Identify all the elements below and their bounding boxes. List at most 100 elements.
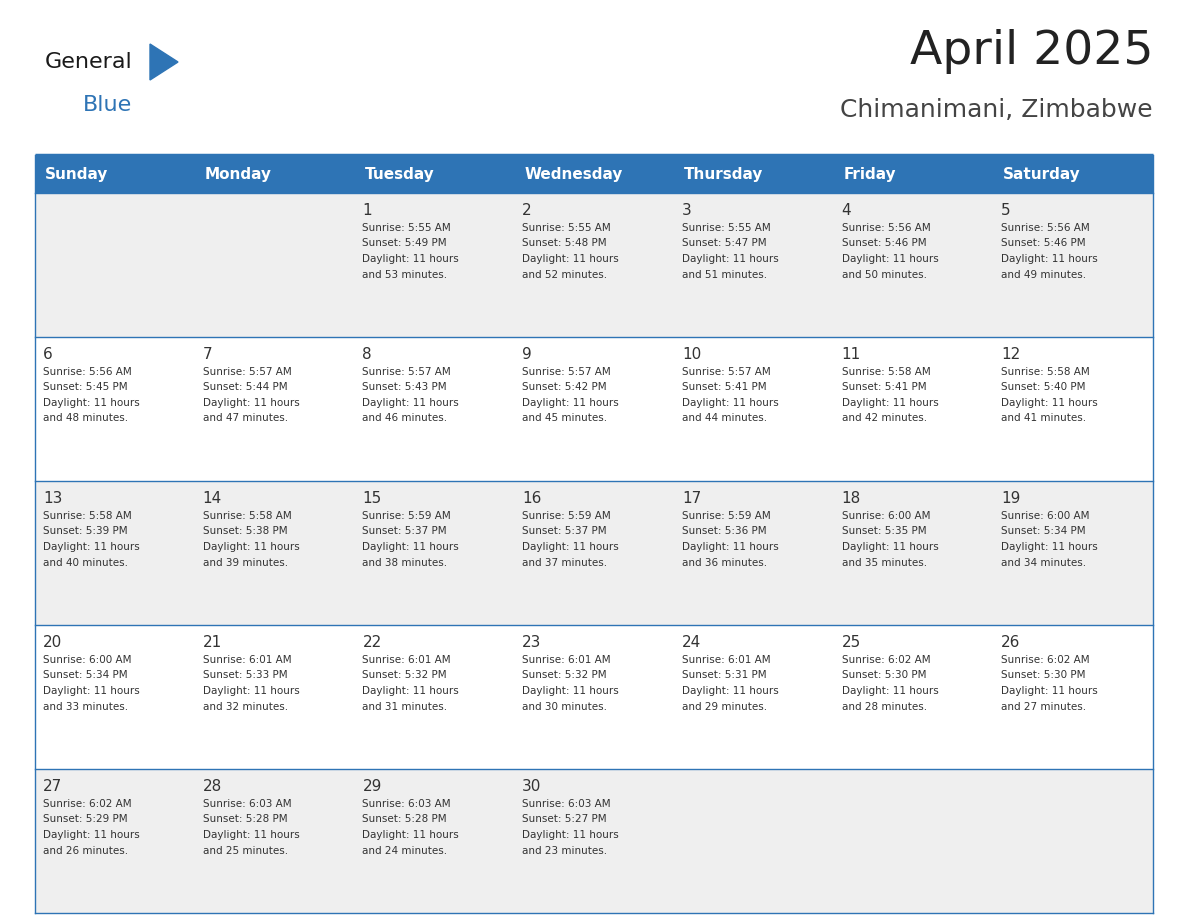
Text: Sunset: 5:34 PM: Sunset: 5:34 PM [1001,527,1086,536]
Text: and 50 minutes.: and 50 minutes. [841,270,927,279]
Text: and 27 minutes.: and 27 minutes. [1001,701,1086,711]
Text: and 31 minutes.: and 31 minutes. [362,701,448,711]
Text: Sunrise: 5:59 AM: Sunrise: 5:59 AM [523,511,611,521]
Text: Sunrise: 5:57 AM: Sunrise: 5:57 AM [682,367,771,377]
Text: Daylight: 11 hours: Daylight: 11 hours [1001,542,1098,552]
Text: Sunrise: 5:55 AM: Sunrise: 5:55 AM [682,223,771,233]
Text: Sunrise: 5:57 AM: Sunrise: 5:57 AM [362,367,451,377]
Bar [34,337,1154,481]
Text: Sunset: 5:43 PM: Sunset: 5:43 PM [362,383,447,393]
Text: Sunrise: 5:58 AM: Sunrise: 5:58 AM [203,511,291,521]
Text: Sunset: 5:35 PM: Sunset: 5:35 PM [841,527,927,536]
Text: Tuesday: Tuesday [365,166,434,182]
Text: and 40 minutes.: and 40 minutes. [43,557,128,567]
Text: and 41 minutes.: and 41 minutes. [1001,413,1086,423]
Text: and 37 minutes.: and 37 minutes. [523,557,607,567]
Text: 6: 6 [43,347,52,362]
Text: Sunrise: 6:00 AM: Sunrise: 6:00 AM [841,511,930,521]
Text: Sunrise: 5:58 AM: Sunrise: 5:58 AM [1001,367,1091,377]
Text: and 48 minutes.: and 48 minutes. [43,413,128,423]
Text: Sunset: 5:46 PM: Sunset: 5:46 PM [841,239,927,249]
Bar [34,769,1154,913]
Text: Sunset: 5:47 PM: Sunset: 5:47 PM [682,239,766,249]
Text: Sunset: 5:30 PM: Sunset: 5:30 PM [841,670,927,680]
Text: Daylight: 11 hours: Daylight: 11 hours [1001,254,1098,264]
Text: Sunset: 5:45 PM: Sunset: 5:45 PM [43,383,127,393]
Text: and 32 minutes.: and 32 minutes. [203,701,287,711]
Text: Sunset: 5:36 PM: Sunset: 5:36 PM [682,527,766,536]
Text: Sunset: 5:27 PM: Sunset: 5:27 PM [523,814,607,824]
Text: Sunrise: 5:56 AM: Sunrise: 5:56 AM [1001,223,1091,233]
Text: Daylight: 11 hours: Daylight: 11 hours [43,542,140,552]
Text: 25: 25 [841,635,861,650]
Text: Sunset: 5:37 PM: Sunset: 5:37 PM [362,527,447,536]
Text: Daylight: 11 hours: Daylight: 11 hours [203,686,299,696]
Text: and 38 minutes.: and 38 minutes. [362,557,448,567]
Text: Sunrise: 6:00 AM: Sunrise: 6:00 AM [1001,511,1089,521]
Text: and 44 minutes.: and 44 minutes. [682,413,767,423]
Text: Sunset: 5:30 PM: Sunset: 5:30 PM [1001,670,1086,680]
Text: Sunset: 5:34 PM: Sunset: 5:34 PM [43,670,127,680]
Text: Saturday: Saturday [1004,166,1081,182]
Text: 23: 23 [523,635,542,650]
Text: 27: 27 [43,779,62,794]
Text: Daylight: 11 hours: Daylight: 11 hours [682,254,778,264]
Text: Sunrise: 6:01 AM: Sunrise: 6:01 AM [523,655,611,665]
Text: Sunset: 5:46 PM: Sunset: 5:46 PM [1001,239,1086,249]
Text: 3: 3 [682,203,691,218]
Text: Sunrise: 6:03 AM: Sunrise: 6:03 AM [203,799,291,809]
Text: and 49 minutes.: and 49 minutes. [1001,270,1086,279]
Text: and 29 minutes.: and 29 minutes. [682,701,767,711]
Text: Wednesday: Wednesday [524,166,623,182]
Text: Sunset: 5:44 PM: Sunset: 5:44 PM [203,383,287,393]
Text: 13: 13 [43,491,63,506]
Text: Sunset: 5:32 PM: Sunset: 5:32 PM [523,670,607,680]
Text: Blue: Blue [83,95,132,115]
Text: Daylight: 11 hours: Daylight: 11 hours [841,686,939,696]
Text: Sunrise: 5:56 AM: Sunrise: 5:56 AM [841,223,930,233]
Text: Sunrise: 6:01 AM: Sunrise: 6:01 AM [682,655,771,665]
Text: Sunset: 5:33 PM: Sunset: 5:33 PM [203,670,287,680]
Text: Daylight: 11 hours: Daylight: 11 hours [841,398,939,408]
Text: Daylight: 11 hours: Daylight: 11 hours [682,686,778,696]
Text: Daylight: 11 hours: Daylight: 11 hours [43,686,140,696]
Text: Daylight: 11 hours: Daylight: 11 hours [1001,398,1098,408]
Text: Daylight: 11 hours: Daylight: 11 hours [1001,686,1098,696]
Text: and 39 minutes.: and 39 minutes. [203,557,287,567]
Text: Sunrise: 6:02 AM: Sunrise: 6:02 AM [43,799,132,809]
Polygon shape [150,44,178,80]
Text: Daylight: 11 hours: Daylight: 11 hours [523,830,619,840]
Text: and 30 minutes.: and 30 minutes. [523,701,607,711]
Bar [34,625,1154,769]
Text: Daylight: 11 hours: Daylight: 11 hours [362,398,460,408]
Text: Sunset: 5:28 PM: Sunset: 5:28 PM [362,814,447,824]
Text: Daylight: 11 hours: Daylight: 11 hours [523,398,619,408]
Text: and 47 minutes.: and 47 minutes. [203,413,287,423]
Text: 28: 28 [203,779,222,794]
Text: Sunrise: 6:01 AM: Sunrise: 6:01 AM [362,655,451,665]
Text: Sunrise: 6:02 AM: Sunrise: 6:02 AM [1001,655,1089,665]
Text: Sunset: 5:32 PM: Sunset: 5:32 PM [362,670,447,680]
Text: 7: 7 [203,347,213,362]
Text: Sunset: 5:42 PM: Sunset: 5:42 PM [523,383,607,393]
Text: 30: 30 [523,779,542,794]
Text: and 26 minutes.: and 26 minutes. [43,845,128,856]
Text: Sunset: 5:41 PM: Sunset: 5:41 PM [682,383,766,393]
Text: 17: 17 [682,491,701,506]
Text: 4: 4 [841,203,851,218]
Text: Sunrise: 5:58 AM: Sunrise: 5:58 AM [43,511,132,521]
Text: Sunrise: 6:03 AM: Sunrise: 6:03 AM [523,799,611,809]
Text: Sunset: 5:41 PM: Sunset: 5:41 PM [841,383,927,393]
Text: 11: 11 [841,347,861,362]
Text: 9: 9 [523,347,532,362]
Text: Daylight: 11 hours: Daylight: 11 hours [523,254,619,264]
Text: Sunrise: 5:57 AM: Sunrise: 5:57 AM [523,367,611,377]
Text: Thursday: Thursday [684,166,763,182]
Text: 5: 5 [1001,203,1011,218]
Text: and 52 minutes.: and 52 minutes. [523,270,607,279]
Text: and 35 minutes.: and 35 minutes. [841,557,927,567]
Text: Sunrise: 5:57 AM: Sunrise: 5:57 AM [203,367,291,377]
Bar [34,193,1154,337]
Bar [34,481,1154,625]
Text: Sunset: 5:29 PM: Sunset: 5:29 PM [43,814,127,824]
